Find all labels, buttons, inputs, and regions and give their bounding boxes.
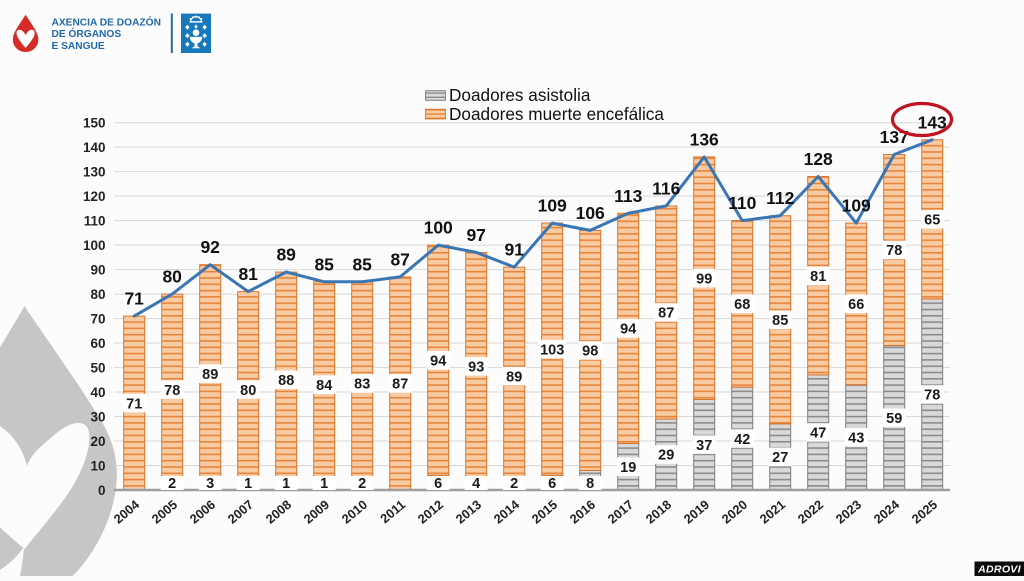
svg-text:20: 20	[90, 434, 105, 449]
svg-text:37: 37	[696, 438, 712, 454]
svg-text:90: 90	[90, 263, 105, 278]
svg-text:100: 100	[424, 218, 453, 238]
svg-text:150: 150	[83, 116, 106, 131]
svg-text:1: 1	[320, 476, 328, 492]
svg-text:50: 50	[90, 361, 105, 376]
svg-text:71: 71	[124, 289, 144, 309]
svg-text:130: 130	[83, 165, 106, 180]
svg-text:30: 30	[90, 410, 105, 425]
svg-text:0: 0	[98, 483, 106, 498]
svg-text:109: 109	[842, 196, 871, 216]
svg-text:87: 87	[658, 306, 674, 322]
svg-text:65: 65	[924, 213, 940, 229]
svg-text:81: 81	[810, 269, 826, 285]
svg-text:70: 70	[90, 312, 105, 327]
svg-text:2: 2	[358, 476, 366, 492]
svg-text:80: 80	[240, 383, 256, 399]
svg-text:85: 85	[772, 313, 788, 329]
svg-text:71: 71	[126, 396, 142, 412]
svg-text:113: 113	[614, 186, 642, 206]
svg-text:84: 84	[316, 378, 332, 394]
svg-text:6: 6	[434, 476, 442, 492]
svg-text:8: 8	[586, 476, 594, 492]
svg-text:DE ÓRGANOS: DE ÓRGANOS	[52, 27, 122, 40]
svg-text:27: 27	[772, 450, 788, 466]
svg-text:109: 109	[538, 196, 567, 216]
svg-text:78: 78	[164, 383, 180, 399]
svg-text:87: 87	[392, 377, 408, 393]
svg-text:19: 19	[620, 460, 636, 476]
svg-text:106: 106	[576, 203, 605, 223]
svg-text:Doadores asistolia: Doadores asistolia	[449, 85, 591, 105]
svg-text:110: 110	[728, 193, 756, 213]
svg-text:97: 97	[466, 225, 485, 245]
svg-text:94: 94	[620, 322, 636, 338]
svg-text:136: 136	[690, 129, 719, 149]
svg-text:66: 66	[848, 297, 864, 313]
svg-text:78: 78	[886, 243, 902, 259]
svg-text:68: 68	[734, 297, 750, 313]
svg-text:4: 4	[472, 476, 480, 492]
svg-text:43: 43	[848, 431, 864, 447]
svg-text:89: 89	[506, 369, 522, 385]
svg-text:99: 99	[696, 271, 712, 287]
svg-text:94: 94	[430, 353, 446, 369]
svg-text:110: 110	[84, 214, 106, 229]
svg-text:100: 100	[83, 238, 106, 253]
svg-text:91: 91	[504, 240, 524, 260]
svg-text:88: 88	[278, 373, 294, 389]
svg-text:59: 59	[886, 411, 902, 427]
svg-text:78: 78	[924, 388, 940, 404]
svg-text:103: 103	[540, 342, 564, 358]
svg-text:6: 6	[548, 476, 556, 492]
svg-text:98: 98	[582, 344, 598, 360]
svg-text:137: 137	[880, 127, 909, 147]
svg-text:89: 89	[276, 245, 296, 265]
svg-text:AXENCIA DE DOAZÓN: AXENCIA DE DOAZÓN	[52, 16, 161, 29]
svg-text:93: 93	[468, 360, 484, 376]
svg-text:60: 60	[90, 336, 105, 351]
svg-text:3: 3	[206, 476, 214, 492]
svg-text:85: 85	[352, 254, 372, 274]
svg-text:112: 112	[766, 188, 794, 208]
svg-text:10: 10	[90, 459, 105, 474]
svg-text:ADROVI: ADROVI	[977, 564, 1021, 576]
svg-text:2: 2	[168, 476, 176, 492]
svg-text:47: 47	[810, 426, 826, 442]
svg-text:1: 1	[282, 476, 290, 492]
svg-text:128: 128	[804, 149, 833, 169]
svg-text:1: 1	[244, 476, 252, 492]
svg-text:89: 89	[202, 367, 218, 383]
svg-text:92: 92	[200, 237, 220, 257]
svg-text:29: 29	[658, 448, 674, 464]
svg-text:87: 87	[390, 249, 409, 269]
svg-text:116: 116	[652, 178, 680, 198]
svg-text:40: 40	[90, 385, 105, 400]
svg-text:42: 42	[734, 432, 750, 448]
svg-text:81: 81	[238, 264, 258, 284]
svg-text:120: 120	[83, 189, 106, 204]
svg-text:83: 83	[354, 377, 370, 393]
svg-text:85: 85	[314, 254, 334, 274]
svg-text:80: 80	[162, 267, 182, 287]
svg-text:Doadores muerte encefálica: Doadores muerte encefálica	[449, 104, 664, 124]
svg-text:80: 80	[90, 287, 105, 302]
svg-text:140: 140	[83, 140, 106, 155]
svg-text:2: 2	[510, 476, 518, 492]
svg-text:E SANGUE: E SANGUE	[52, 41, 105, 52]
